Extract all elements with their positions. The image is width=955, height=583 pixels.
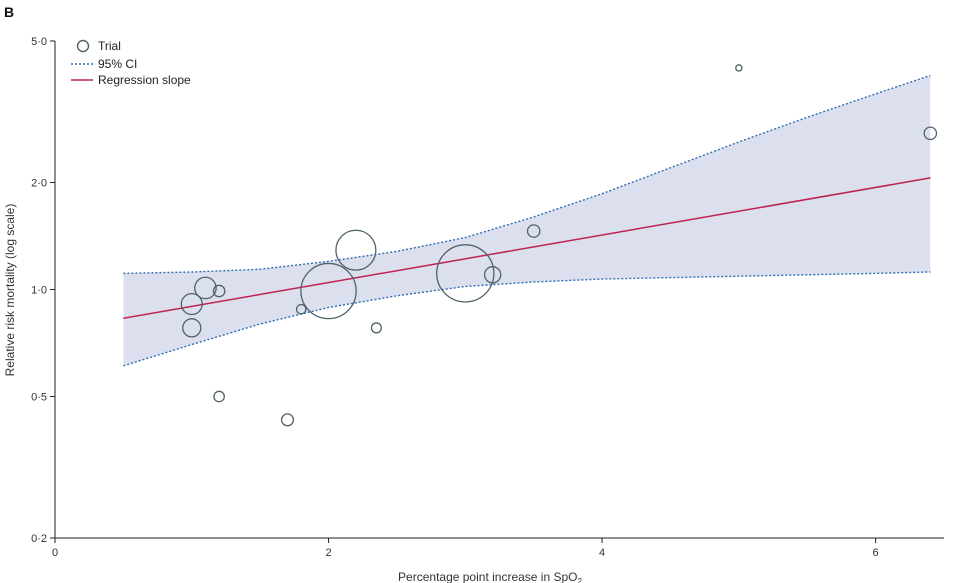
trial-point <box>436 244 495 303</box>
plot-area <box>123 64 938 427</box>
trial-point <box>182 318 202 338</box>
trial-point <box>300 262 357 320</box>
y-tick-label: 1·0 <box>31 285 47 297</box>
x-axis-label: Percentage point increase in SpO2 <box>398 570 582 583</box>
legend-trial-marker <box>76 39 90 53</box>
trial-point <box>280 413 295 427</box>
legend-ci-label: 95% CI <box>98 57 137 71</box>
x-ticks: 0 2 4 6 <box>52 538 879 559</box>
y-tick-label: 5·0 <box>31 36 47 48</box>
trial-point <box>213 390 225 403</box>
x-tick-label: 0 <box>52 547 58 559</box>
x-tick-label: 2 <box>325 547 331 559</box>
legend: Trial 95% CI Regression slope <box>71 39 191 87</box>
regression-line <box>123 177 931 320</box>
panel-label: B <box>4 4 14 20</box>
trial-point <box>923 126 938 141</box>
ci-lower-line <box>123 271 931 367</box>
y-axis-label: Relative risk mortality (log scale) <box>3 204 17 377</box>
y-ticks: 0·2 0·5 1·0 2·0 5·0 <box>31 36 55 545</box>
trial-points <box>180 64 938 427</box>
trial-point <box>483 266 502 284</box>
x-tick-label: 6 <box>873 547 879 559</box>
trial-point <box>180 292 203 316</box>
y-tick-label: 2·0 <box>31 177 47 189</box>
trial-point <box>735 64 743 72</box>
trial-point <box>194 276 217 300</box>
trial-point <box>335 229 377 271</box>
trial-point <box>212 284 226 298</box>
axes: 0 2 4 6 0·2 0·5 1·0 2·0 5·0 <box>31 36 944 559</box>
ci-upper-line <box>123 74 931 275</box>
legend-regression-label: Regression slope <box>98 73 191 87</box>
trial-point <box>295 303 307 315</box>
x-tick-label: 4 <box>599 547 605 559</box>
ci-band <box>123 75 931 366</box>
legend-trial-label: Trial <box>98 39 121 53</box>
y-tick-label: 0·2 <box>31 533 47 545</box>
trial-point <box>526 224 541 238</box>
y-tick-label: 0·5 <box>31 392 47 404</box>
trial-point <box>370 322 383 334</box>
